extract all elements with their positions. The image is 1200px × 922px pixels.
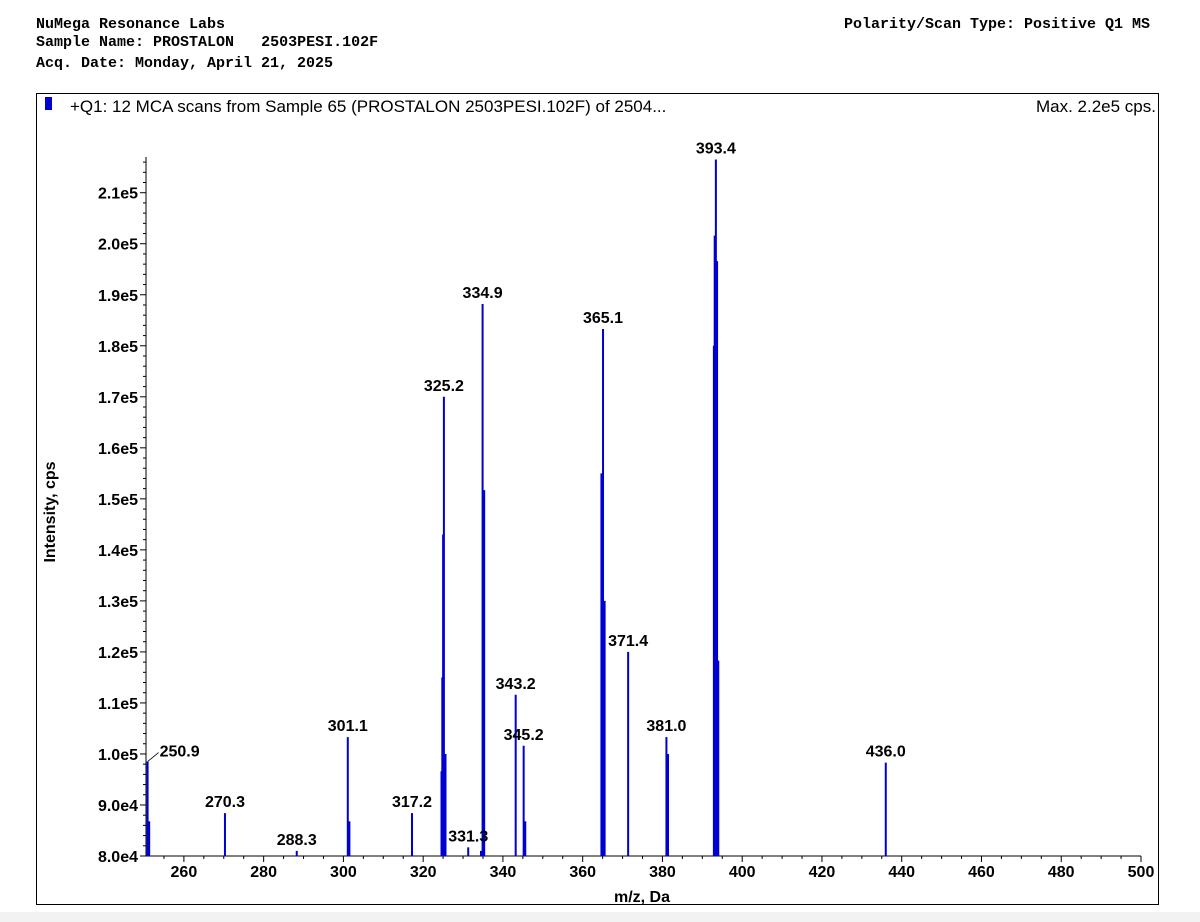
x-tick-label: 340: [490, 864, 517, 881]
y-tick-label: 1.0e5: [98, 747, 138, 764]
peak-label-288.3: 288.3: [277, 832, 317, 849]
y-tick-label: 9.0e4: [98, 798, 138, 815]
x-tick-label: 380: [649, 864, 676, 881]
y-tick-label: 1.5e5: [98, 492, 138, 509]
y-tick-label: 1.9e5: [98, 288, 138, 305]
peak-label-331.3: 331.3: [448, 828, 488, 845]
y-tick-label: 1.8e5: [98, 339, 138, 356]
acquisition-date-line: Acq. Date: Monday, April 21, 2025: [36, 55, 333, 72]
y-tick-label: 2.0e5: [98, 237, 138, 254]
x-tick-label: 400: [729, 864, 756, 881]
legend-swatch: [45, 97, 52, 110]
peak-label-317.2: 317.2: [392, 794, 432, 811]
y-tick-label: 1.6e5: [98, 441, 138, 458]
sample-name-line: Sample Name: PROSTALON 2503PESI.102F: [36, 34, 378, 51]
acquisition-date-label: Acq. Date:: [36, 55, 127, 72]
y-tick-label: 8.0e4: [98, 849, 138, 866]
peak-label-381.0: 381.0: [646, 718, 686, 735]
spectrum-title: +Q1: 12 MCA scans from Sample 65 (PROSTA…: [70, 97, 666, 116]
x-tick-label: 440: [888, 864, 915, 881]
y-tick-label: 1.1e5: [98, 696, 138, 713]
x-tick-label: 320: [410, 864, 437, 881]
peak-label-leader: [147, 752, 159, 762]
peak-label-371.4: 371.4: [608, 633, 648, 650]
peak-label-343.2: 343.2: [496, 676, 536, 693]
bottom-strip: [0, 912, 1200, 922]
peak-label-436.0: 436.0: [866, 744, 906, 761]
y-tick-label: 2.1e5: [98, 186, 138, 203]
mass-spectrum-chart: +Q1: 12 MCA scans from Sample 65 (PROSTA…: [42, 97, 1156, 906]
y-tick-label: 1.4e5: [98, 543, 138, 560]
peaks: [146, 159, 887, 856]
peak-label-270.3: 270.3: [205, 794, 245, 811]
x-tick-label: 460: [968, 864, 995, 881]
y-tick-label: 1.2e5: [98, 645, 138, 662]
spectrum-panel: +Q1: 12 MCA scans from Sample 65 (PROSTA…: [36, 93, 1159, 906]
sample-name-value: PROSTALON 2503PESI.102F: [153, 34, 379, 51]
acquisition-date-value: Monday, April 21, 2025: [135, 55, 334, 72]
peak-label-325.2: 325.2: [424, 378, 464, 395]
x-axis-label: m/z, Da: [614, 889, 670, 906]
peak-label-365.1: 365.1: [583, 310, 623, 327]
peak-label-250.9: 250.9: [160, 744, 200, 761]
x-tick-label: 260: [171, 864, 198, 881]
x-tick-label: 500: [1128, 864, 1155, 881]
peak-label-393.4: 393.4: [696, 141, 736, 158]
x-tick-label: 480: [1048, 864, 1075, 881]
peak-labels: 250.9 270.3 288.3 301.1 317.2 325.2 331.3 334.9…: [147, 141, 906, 849]
max-intensity-label: Max. 2.2e5 cps.: [1036, 97, 1156, 116]
y-tick-label: 1.7e5: [98, 390, 138, 407]
peak-label-334.9: 334.9: [463, 285, 503, 302]
polarity-scan-type: Polarity/Scan Type: Positive Q1 MS: [843, 16, 1150, 33]
peak-label-301.1: 301.1: [328, 718, 368, 735]
y-tick-label: 1.3e5: [98, 594, 138, 611]
axes: 260 280 300 320 340 360 380 400 420 440 460 480 500 8…: [98, 157, 1154, 881]
x-tick-label: 280: [250, 864, 277, 881]
x-tick-label: 360: [569, 864, 596, 881]
x-tick-label: 300: [330, 864, 357, 881]
sample-name-label: Sample Name:: [36, 34, 145, 51]
peak-label-345.2: 345.2: [504, 727, 544, 744]
x-tick-label: 420: [809, 864, 836, 881]
company-name: NuMega Resonance Labs: [36, 16, 226, 33]
y-axis-label: Intensity, cps: [42, 461, 59, 562]
